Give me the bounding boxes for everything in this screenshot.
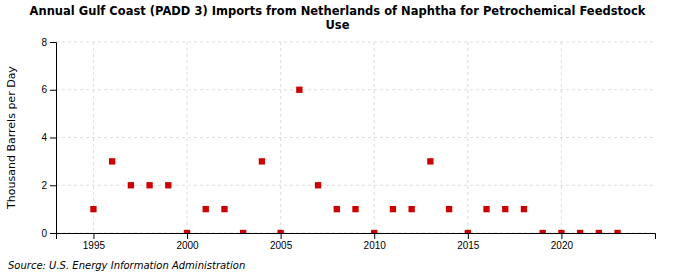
grid-line <box>56 89 655 90</box>
tick-label: 2000 <box>176 240 199 251</box>
points <box>90 87 620 233</box>
tick-mark <box>93 233 94 239</box>
point <box>109 158 115 164</box>
point <box>203 206 209 212</box>
point <box>558 230 564 233</box>
tick: 8 <box>41 37 56 48</box>
title-line: Annual Gulf Coast (PADD 3) Imports from … <box>30 4 646 18</box>
grid-line <box>374 42 375 233</box>
tick-label: 6 <box>41 84 47 95</box>
grid-line <box>280 42 281 233</box>
point <box>540 230 546 233</box>
grid-line <box>56 42 655 43</box>
grid-line <box>93 42 94 233</box>
axis-line <box>50 43 57 234</box>
tick-label: 1995 <box>83 240 106 251</box>
point <box>371 230 377 233</box>
point <box>296 87 302 93</box>
point <box>165 182 171 188</box>
point <box>146 182 152 188</box>
tick-label: 4 <box>41 132 47 143</box>
tick: 6 <box>41 84 56 95</box>
point <box>408 206 414 212</box>
tick-mark <box>50 185 56 186</box>
point <box>465 230 471 233</box>
tick: 2020 <box>551 233 574 251</box>
tick: 2000 <box>176 233 199 251</box>
point <box>277 230 283 233</box>
title: Annual Gulf Coast (PADD 3) Imports from … <box>30 4 646 32</box>
point <box>221 206 227 212</box>
tick-label: 0 <box>41 228 47 239</box>
point <box>577 230 583 233</box>
point <box>502 206 508 212</box>
point <box>427 158 433 164</box>
tick-mark <box>50 138 56 139</box>
tick: 2015 <box>457 233 480 251</box>
grid-line <box>56 137 655 138</box>
axis-line <box>57 234 656 240</box>
point <box>596 230 602 233</box>
point <box>184 230 190 233</box>
source: Source: U.S. Energy Information Administ… <box>8 260 245 271</box>
point <box>521 206 527 212</box>
grid-line <box>187 42 188 233</box>
tick-mark <box>281 233 282 239</box>
tick-mark <box>468 233 469 239</box>
y-axis-label: Thousand Barrels per Day <box>5 66 18 210</box>
tick-mark <box>50 90 56 91</box>
grid-line <box>56 185 655 186</box>
tick-label: 2020 <box>551 240 574 251</box>
title-line: Use <box>326 18 350 32</box>
point <box>614 230 620 233</box>
plot-area: 1995 2000 2005 2010 2015 2020 0 2 4 6 8 <box>41 37 655 251</box>
point <box>483 206 489 212</box>
tick-label: 8 <box>41 37 47 48</box>
tick-mark <box>50 233 56 234</box>
point <box>315 182 321 188</box>
grid-line <box>467 42 468 233</box>
tick: 2010 <box>364 233 387 251</box>
grid <box>56 42 655 233</box>
point <box>334 206 340 212</box>
point <box>240 230 246 233</box>
tick: 4 <box>41 132 56 143</box>
tick-mark <box>374 233 375 239</box>
tick: 2005 <box>270 233 293 251</box>
point <box>128 182 134 188</box>
point <box>90 206 96 212</box>
tick-label: 2 <box>41 180 47 191</box>
tick: 1995 <box>83 233 106 251</box>
tick-label: 2005 <box>270 240 293 251</box>
point <box>352 206 358 212</box>
point <box>259 158 265 164</box>
tick: 2 <box>41 180 56 191</box>
tick-mark <box>561 233 562 239</box>
grid-line <box>561 42 562 233</box>
x-axis: 1995 2000 2005 2010 2015 2020 <box>57 233 656 251</box>
tick-label: 2010 <box>364 240 387 251</box>
tick-label: 2015 <box>457 240 480 251</box>
tick-mark <box>187 233 188 239</box>
point <box>390 206 396 212</box>
tick: 0 <box>41 228 56 239</box>
point <box>446 206 452 212</box>
tick-mark <box>50 42 56 43</box>
chart: 1995 2000 2005 2010 2015 2020 0 2 4 6 8 Annual Gulf… <box>0 0 675 275</box>
y-axis: 0 2 4 6 8 <box>41 37 56 239</box>
